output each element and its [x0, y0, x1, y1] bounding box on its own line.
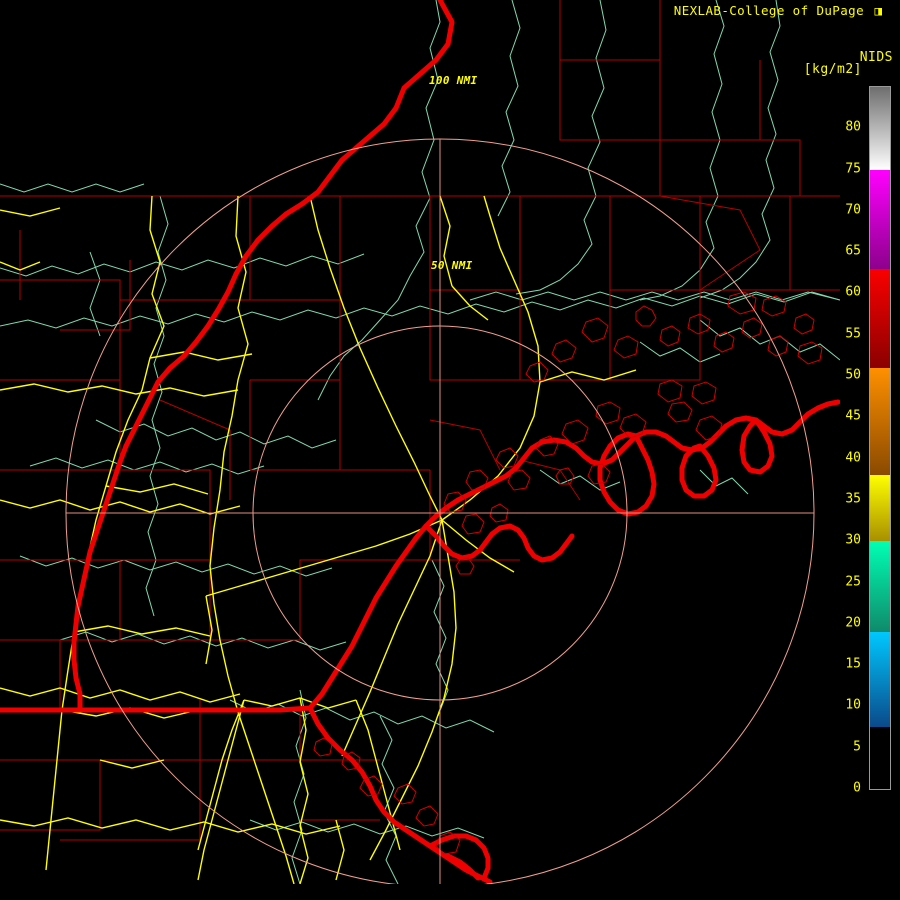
colorbar-tick-80: 80 — [845, 119, 861, 135]
state-border-layer — [0, 0, 840, 884]
county-line-layer — [0, 0, 840, 841]
colorbar-segment-38-51 — [870, 367, 890, 476]
island-outline-layer — [313, 291, 823, 855]
colorbar-gradient — [870, 87, 890, 789]
colorbar-units-label: [kg/m2] — [803, 62, 862, 77]
colorbar-tick-30: 30 — [845, 532, 861, 548]
colorbar-segment-0-7.5 — [870, 727, 890, 789]
nids-source-label: NIDS — [859, 50, 893, 65]
range-ring-label-100nmi: 100 NMI — [429, 74, 478, 87]
radar-radial-layer — [66, 139, 814, 884]
colorbar-tick-10: 10 — [845, 697, 861, 713]
colorbar-tick-5: 5 — [853, 739, 861, 755]
colorbar-tick-35: 35 — [845, 491, 861, 507]
colorbar-tick-65: 65 — [845, 243, 861, 259]
cod-logo-icon: ◨ — [874, 3, 882, 18]
colorbar-segment-30-38 — [870, 475, 890, 542]
colorbar-tick-45: 45 — [845, 408, 861, 424]
radar-map-canvas[interactable] — [0, 0, 840, 884]
colorbar-tick-20: 20 — [845, 615, 861, 631]
colorbar-tick-40: 40 — [845, 450, 861, 466]
colorbar-tick-60: 60 — [845, 284, 861, 300]
colorbar-segment-19-30 — [870, 541, 890, 633]
colorbar-segment-51-63 — [870, 268, 890, 368]
range-ring-label-50nmi: 50 NMI — [431, 259, 473, 272]
colorbar-tick-75: 75 — [845, 161, 861, 177]
colorbar-tick-70: 70 — [845, 202, 861, 218]
colorbar-segment-63-75 — [870, 169, 890, 269]
colorbar-tick-55: 55 — [845, 326, 861, 342]
colorbar-tick-50: 50 — [845, 367, 861, 383]
colorbar[interactable] — [869, 86, 891, 790]
map-vector-layers — [0, 0, 840, 884]
colorbar-segment-75-85 — [870, 87, 890, 170]
colorbar-tick-25: 25 — [845, 574, 861, 590]
nexlab-credit-label: NEXLAB-College of DuPage — [673, 3, 864, 18]
colorbar-segment-7.5-19 — [870, 632, 890, 728]
colorbar-tick-0: 0 — [853, 780, 861, 796]
colorbar-tick-15: 15 — [845, 656, 861, 672]
